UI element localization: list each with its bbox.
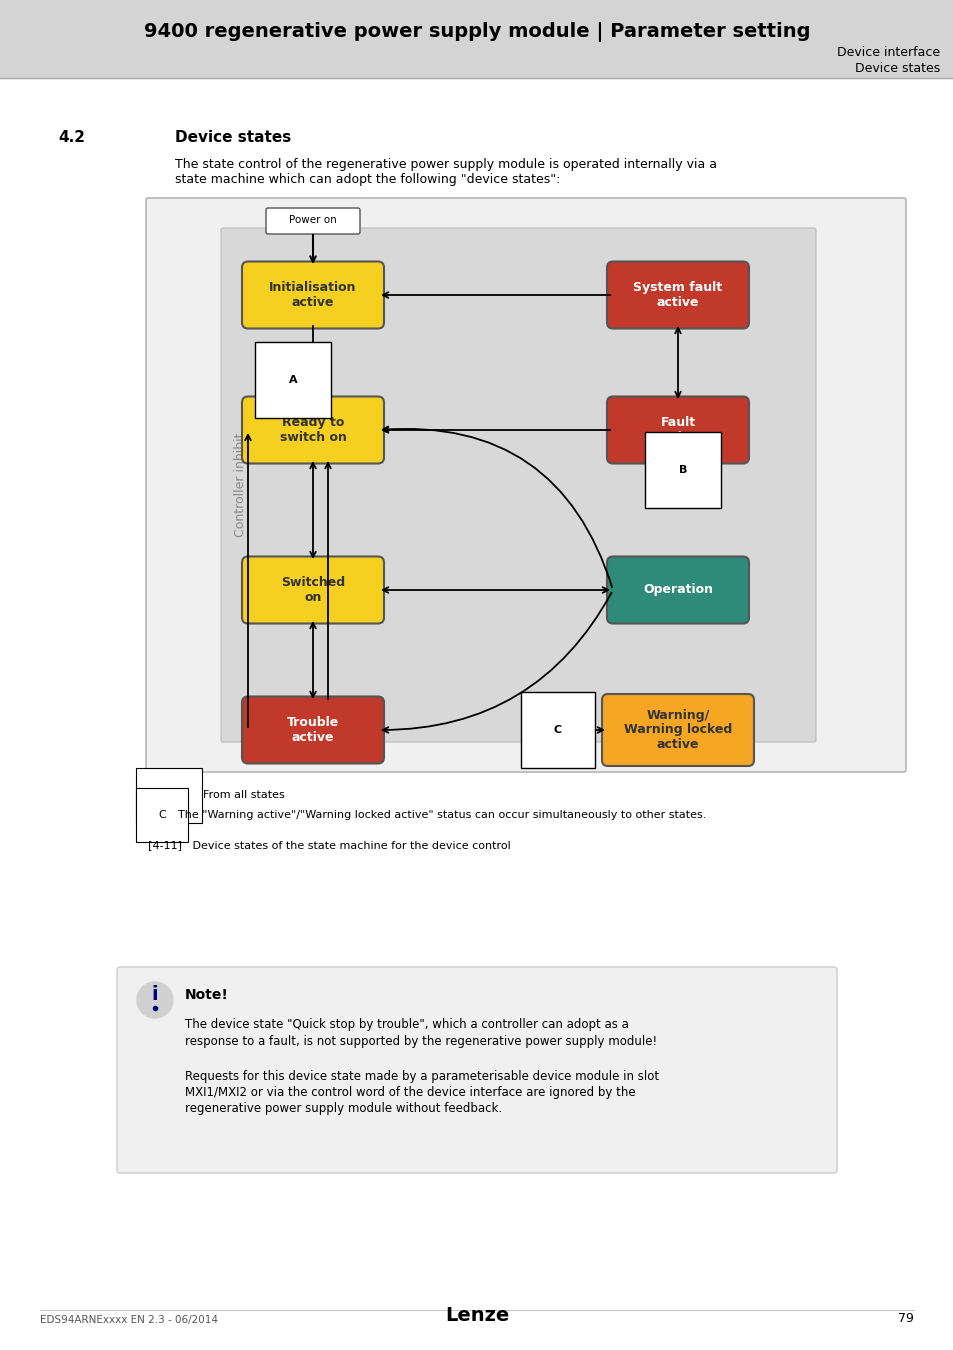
Text: The "Warning active"/"Warning locked active" status can occur simultaneously to : The "Warning active"/"Warning locked act… [178,810,705,819]
Text: Power on: Power on [289,215,336,225]
Text: Lenze: Lenze [444,1305,509,1324]
Text: regenerative power supply module without feedback.: regenerative power supply module without… [185,1102,501,1115]
Text: i: i [152,986,158,1004]
Text: Device states: Device states [174,130,291,144]
Text: Ä, B: Ä, B [158,790,180,801]
FancyBboxPatch shape [242,262,384,328]
Text: Trouble
active: Trouble active [287,716,338,744]
Text: Device interface: Device interface [836,46,939,59]
FancyBboxPatch shape [242,697,384,764]
Text: C: C [554,725,561,734]
Bar [0,0,953,78]
Text: Initialisation
active: Initialisation active [269,281,356,309]
Text: 79: 79 [897,1312,913,1324]
Text: The state control of the regenerative power supply module is operated internally: The state control of the regenerative po… [174,158,717,171]
FancyBboxPatch shape [601,694,753,765]
Text: 9400 regenerative power supply module | Parameter setting: 9400 regenerative power supply module | … [144,22,809,42]
FancyBboxPatch shape [117,967,836,1173]
Text: The device state "Quick stop by trouble", which a controller can adopt as a: The device state "Quick stop by trouble"… [185,1018,628,1031]
Circle shape [137,981,172,1018]
FancyBboxPatch shape [606,556,748,624]
FancyBboxPatch shape [242,556,384,624]
Text: 4.2: 4.2 [58,130,85,144]
FancyBboxPatch shape [242,397,384,463]
Text: A: A [289,375,297,385]
FancyBboxPatch shape [606,262,748,328]
FancyBboxPatch shape [146,198,905,772]
Text: Ready to
switch on: Ready to switch on [279,416,346,444]
Text: System fault
active: System fault active [633,281,721,309]
Text: state machine which can adopt the following "device states":: state machine which can adopt the follow… [174,173,559,186]
Text: MXI1/MXI2 or via the control word of the device interface are ignored by the: MXI1/MXI2 or via the control word of the… [185,1085,635,1099]
FancyBboxPatch shape [221,228,815,742]
Text: Requests for this device state made by a parameterisable device module in slot: Requests for this device state made by a… [185,1071,659,1083]
Text: From all states: From all states [203,790,284,801]
Text: Note!: Note! [185,988,229,1002]
Text: C: C [158,810,166,819]
Text: [4-11]   Device states of the state machine for the device control: [4-11] Device states of the state machin… [148,840,510,850]
Text: Switched
on: Switched on [280,576,345,603]
Text: Controller inhibit: Controller inhibit [234,433,247,537]
FancyBboxPatch shape [266,208,359,234]
Text: Warning/
Warning locked
active: Warning/ Warning locked active [623,709,731,752]
FancyBboxPatch shape [606,397,748,463]
Text: Device states: Device states [854,62,939,76]
Text: B: B [679,464,686,475]
Text: Fault
active: Fault active [656,416,699,444]
Text: EDS94ARNExxxx EN 2.3 - 06/2014: EDS94ARNExxxx EN 2.3 - 06/2014 [40,1315,218,1324]
Text: response to a fault, is not supported by the regenerative power supply module!: response to a fault, is not supported by… [185,1035,657,1048]
Text: Operation: Operation [642,583,712,597]
